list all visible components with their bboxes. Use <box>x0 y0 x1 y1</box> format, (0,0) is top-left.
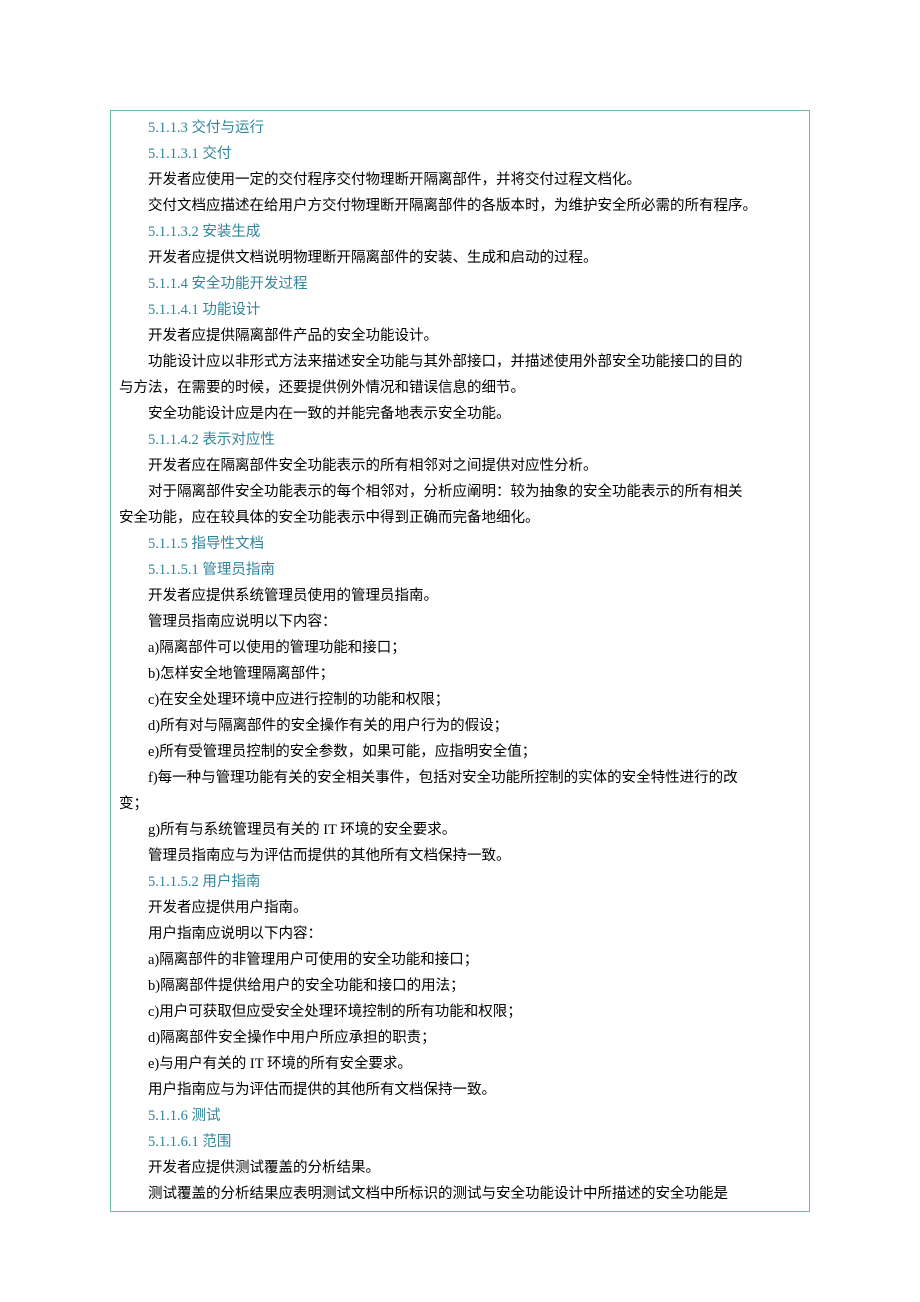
body-paragraph: a)隔离部件可以使用的管理功能和接口； <box>119 635 801 661</box>
heading-text: 5.1.1.4.1 功能设计 <box>148 302 260 318</box>
heading-text: 5.1.1.3.1 交付 <box>148 146 231 162</box>
heading-text: 5.1.1.4 安全功能开发过程 <box>148 276 308 292</box>
heading-text: 5.1.1.6 测试 <box>148 1108 221 1124</box>
section-heading: 5.1.1.4.2 表示对应性 <box>119 427 801 453</box>
section-heading: 5.1.1.5.1 管理员指南 <box>119 557 801 583</box>
body-paragraph: 用户指南应说明以下内容： <box>119 921 801 947</box>
body-paragraph-continuation: 与方法，在需要的时候，还要提供例外情况和错误信息的细节。 <box>119 375 801 401</box>
section-heading: 5.1.1.3.2 安装生成 <box>119 219 801 245</box>
body-paragraph: f)每一种与管理功能有关的安全相关事件，包括对安全功能所控制的实体的安全特性进行… <box>119 765 801 791</box>
section-heading: 5.1.1.5.2 用户指南 <box>119 869 801 895</box>
body-paragraph: e)所有受管理员控制的安全参数，如果可能，应指明安全值； <box>119 739 801 765</box>
document-page: 5.1.1.3 交付与运行 5.1.1.3.1 交付开发者应使用一定的交付程序交付… <box>0 0 920 1212</box>
heading-text: 5.1.1.5.1 管理员指南 <box>148 562 275 578</box>
body-paragraph: e)与用户有关的 IT 环境的所有安全要求。 <box>119 1051 801 1077</box>
body-paragraph: b)隔离部件提供给用户的安全功能和接口的用法； <box>119 973 801 999</box>
body-paragraph: d)所有对与隔离部件的安全操作有关的用户行为的假设； <box>119 713 801 739</box>
body-paragraph-continuation: 安全功能，应在较具体的安全功能表示中得到正确而完备地细化。 <box>119 505 801 531</box>
body-paragraph: c)在安全处理环境中应进行控制的功能和权限； <box>119 687 801 713</box>
body-paragraph: 功能设计应以非形式方法来描述安全功能与其外部接口，并描述使用外部安全功能接口的目… <box>119 349 801 375</box>
body-paragraph: 开发者应在隔离部件安全功能表示的所有相邻对之间提供对应性分析。 <box>119 453 801 479</box>
body-paragraph: 开发者应提供测试覆盖的分析结果。 <box>119 1155 801 1181</box>
body-paragraph: 开发者应提供系统管理员使用的管理员指南。 <box>119 583 801 609</box>
body-paragraph: 用户指南应与为评估而提供的其他所有文档保持一致。 <box>119 1077 801 1103</box>
section-heading: 5.1.1.5 指导性文档 <box>119 531 801 557</box>
section-heading: 5.1.1.6.1 范围 <box>119 1129 801 1155</box>
section-heading: 5.1.1.6 测试 <box>119 1103 801 1129</box>
body-paragraph: 安全功能设计应是内在一致的并能完备地表示安全功能。 <box>119 401 801 427</box>
body-paragraph: 管理员指南应与为评估而提供的其他所有文档保持一致。 <box>119 843 801 869</box>
heading-text: 5.1.1.5.2 用户指南 <box>148 874 260 890</box>
content-box: 5.1.1.3 交付与运行 5.1.1.3.1 交付开发者应使用一定的交付程序交付… <box>110 110 810 1212</box>
body-paragraph-continuation: 变； <box>119 791 801 817</box>
body-paragraph: a)隔离部件的非管理用户可使用的安全功能和接口； <box>119 947 801 973</box>
body-paragraph: 开发者应提供隔离部件产品的安全功能设计。 <box>119 323 801 349</box>
body-paragraph: 对于隔离部件安全功能表示的每个相邻对，分析应阐明：较为抽象的安全功能表示的所有相… <box>119 479 801 505</box>
heading-text: 5.1.1.3.2 安装生成 <box>148 224 260 240</box>
section-heading: 5.1.1.3.1 交付 <box>119 141 801 167</box>
body-paragraph: 管理员指南应说明以下内容： <box>119 609 801 635</box>
heading-text: 5.1.1.3 交付与运行 <box>148 120 264 136</box>
body-paragraph: 开发者应提供文档说明物理断开隔离部件的安装、生成和启动的过程。 <box>119 245 801 271</box>
body-paragraph: c)用户可获取但应受安全处理环境控制的所有功能和权限； <box>119 999 801 1025</box>
section-heading: 5.1.1.3 交付与运行 <box>119 115 801 141</box>
heading-text: 5.1.1.5 指导性文档 <box>148 536 264 552</box>
section-heading: 5.1.1.4.1 功能设计 <box>119 297 801 323</box>
body-paragraph: b)怎样安全地管理隔离部件； <box>119 661 801 687</box>
body-paragraph: 测试覆盖的分析结果应表明测试文档中所标识的测试与安全功能设计中所描述的安全功能是 <box>119 1181 801 1207</box>
body-paragraph: 开发者应使用一定的交付程序交付物理断开隔离部件，并将交付过程文档化。 <box>119 167 801 193</box>
section-heading: 5.1.1.4 安全功能开发过程 <box>119 271 801 297</box>
heading-text: 5.1.1.4.2 表示对应性 <box>148 432 275 448</box>
heading-text: 5.1.1.6.1 范围 <box>148 1134 231 1150</box>
body-paragraph: d)隔离部件安全操作中用户所应承担的职责； <box>119 1025 801 1051</box>
body-paragraph: 交付文档应描述在给用户方交付物理断开隔离部件的各版本时，为维护安全所必需的所有程… <box>119 193 801 219</box>
body-paragraph: 开发者应提供用户指南。 <box>119 895 801 921</box>
body-paragraph: g)所有与系统管理员有关的 IT 环境的安全要求。 <box>119 817 801 843</box>
